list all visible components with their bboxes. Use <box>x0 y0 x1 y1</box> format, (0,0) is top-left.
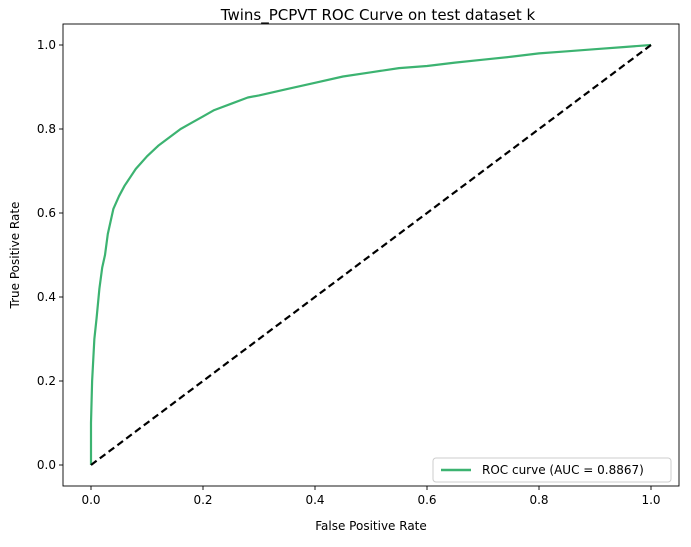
legend-label: ROC curve (AUC = 0.8867) <box>482 463 644 477</box>
y-axis-ticks: 0.0 0.2 0.4 0.6 0.8 1.0 <box>37 38 63 472</box>
x-tick-label: 1.0 <box>641 493 660 507</box>
x-tick-label: 0.8 <box>529 493 548 507</box>
y-tick-label: 0.4 <box>37 290 56 304</box>
chance-line <box>90 44 652 466</box>
x-tick-label: 0.4 <box>305 493 324 507</box>
x-axis-label: False Positive Rate <box>315 519 427 533</box>
x-tick-label: 0.2 <box>193 493 212 507</box>
y-tick-label: 0.6 <box>37 206 56 220</box>
chart-title: Twins_PCPVT ROC Curve on test dataset k <box>220 6 536 25</box>
y-tick-label: 0.8 <box>37 122 56 136</box>
y-axis-label: True Positive Rate <box>8 202 22 310</box>
x-tick-label: 0.0 <box>81 493 100 507</box>
y-tick-label: 1.0 <box>37 38 56 52</box>
x-axis-ticks: 0.0 0.2 0.4 0.6 0.8 1.0 <box>81 486 661 507</box>
y-tick-label: 0.2 <box>37 374 56 388</box>
plot-frame <box>62 23 680 487</box>
y-tick-label: 0.0 <box>37 458 56 472</box>
x-tick-label: 0.6 <box>417 493 436 507</box>
curves <box>89 43 652 466</box>
legend-box <box>432 457 672 483</box>
legend: ROC curve (AUC = 0.8867) <box>432 457 672 483</box>
roc-curve <box>89 43 652 465</box>
